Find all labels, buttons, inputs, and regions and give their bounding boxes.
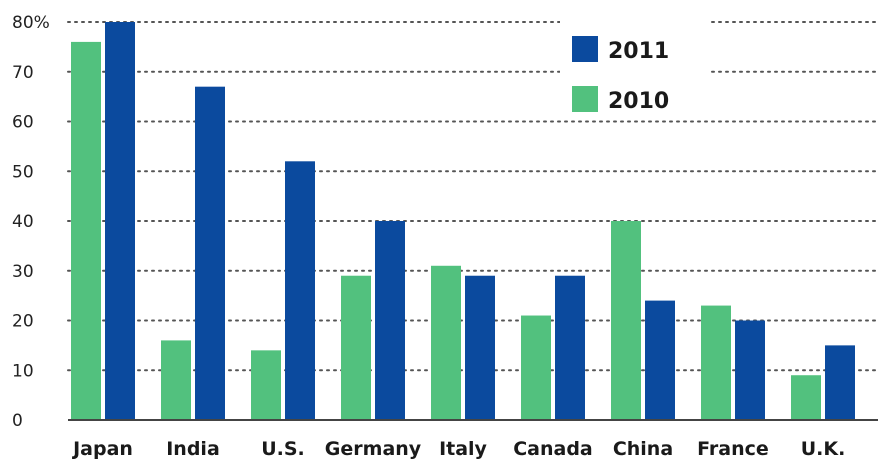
legend-label-2010: 2010 — [608, 89, 669, 114]
bar-2011-france — [735, 320, 765, 420]
bar-2010-us — [251, 350, 281, 420]
bar-2011-italy — [465, 275, 495, 420]
bar-2010-china — [611, 221, 641, 420]
x-category-label: Italy — [439, 438, 487, 460]
x-axis-categories: Japan India U.S. Germany Italy Canada China Fra… — [71, 438, 845, 460]
bar-2010-india — [161, 340, 191, 420]
x-category-label: U.K. — [801, 438, 846, 460]
bar-2010-france — [701, 305, 731, 420]
x-category-label: Japan — [71, 438, 133, 460]
legend: 2011 2010 — [560, 20, 710, 120]
bar-2010-germany — [341, 275, 371, 420]
bar-2010-canada — [521, 315, 551, 420]
bars — [71, 22, 855, 421]
x-category-label: U.S. — [261, 438, 305, 460]
y-tick-label: 60 — [12, 113, 34, 133]
x-category-label: India — [166, 438, 220, 460]
bar-2011-germany — [375, 221, 405, 420]
y-tick-label: 50 — [12, 162, 34, 182]
legend-swatch-2010 — [572, 86, 598, 112]
legend-label-2011: 2011 — [608, 39, 669, 64]
x-category-label: Germany — [325, 438, 422, 460]
bar-2011-us — [285, 161, 315, 421]
y-tick-label: 30 — [12, 262, 34, 282]
y-tick-label: 20 — [12, 312, 34, 332]
y-tick-label: 40 — [12, 212, 34, 232]
bar-2011-uk — [825, 345, 855, 420]
bar-2011-canada — [555, 275, 585, 420]
y-axis-ticks: 0 10 20 30 40 50 60 70 80% — [12, 13, 50, 431]
x-category-label: France — [697, 438, 769, 460]
x-category-label: Canada — [513, 438, 593, 460]
x-category-label: China — [613, 438, 673, 460]
bar-2010-uk — [791, 375, 821, 420]
bar-2010-italy — [431, 265, 461, 420]
y-tick-label: 10 — [12, 361, 34, 381]
y-tick-label: 70 — [12, 63, 34, 83]
bar-2011-china — [645, 300, 675, 420]
bar-2011-japan — [105, 22, 135, 420]
bar-2010-japan — [71, 41, 101, 421]
y-tick-label: 80% — [12, 13, 50, 33]
y-tick-label: 0 — [12, 411, 23, 431]
bar-2011-india — [195, 86, 225, 421]
legend-swatch-2011 — [572, 36, 598, 62]
